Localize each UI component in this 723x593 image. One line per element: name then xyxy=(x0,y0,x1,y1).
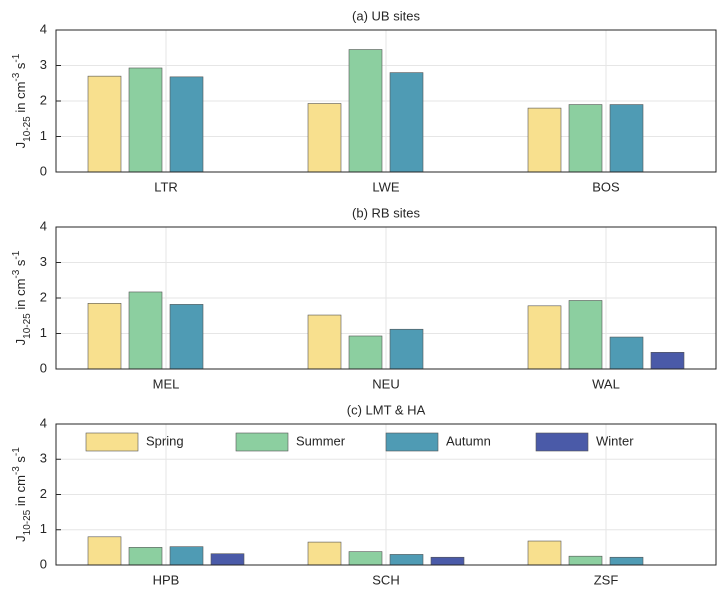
y-axis-label-part: s xyxy=(13,456,28,467)
y-axis-label-part: in cm xyxy=(13,279,28,314)
bar xyxy=(389,72,424,173)
y-axis-label-part: in cm xyxy=(13,82,28,117)
x-tick-label: LWE xyxy=(372,179,400,194)
bar xyxy=(609,104,644,173)
legend-swatch xyxy=(385,432,439,452)
y-axis-label-part: J xyxy=(13,339,28,346)
x-tick-label: LTR xyxy=(154,179,178,194)
y-axis-label: J10-25 in cm-3 s-1 xyxy=(11,250,33,345)
x-tick-label: NEU xyxy=(372,376,399,391)
axes-box xyxy=(55,29,717,173)
y-axis-label-part: 10-25 xyxy=(22,509,33,535)
y-tick-label: 0 xyxy=(40,163,47,178)
bar xyxy=(169,76,204,173)
bar xyxy=(128,67,163,173)
legend-label: Summer xyxy=(296,433,346,448)
y-tick-label: 2 xyxy=(40,486,47,501)
bar xyxy=(527,540,562,566)
y-tick-label: 3 xyxy=(40,254,47,269)
bar xyxy=(527,107,562,173)
bar xyxy=(568,104,603,173)
bar xyxy=(87,75,122,173)
bar xyxy=(609,336,644,370)
y-axis-label-part: s xyxy=(13,62,28,73)
y-axis-label-part: -1 xyxy=(11,250,22,259)
bar xyxy=(307,103,342,173)
x-tick-label: WAL xyxy=(592,376,620,391)
y-tick-label: 1 xyxy=(40,128,47,143)
y-tick-label: 0 xyxy=(40,360,47,375)
bar xyxy=(568,555,603,566)
y-tick-label: 4 xyxy=(40,415,47,430)
legend-swatch xyxy=(85,432,139,452)
axes-box xyxy=(55,226,717,370)
legend-label: Spring xyxy=(146,433,184,448)
bar xyxy=(568,300,603,370)
y-tick-label: 1 xyxy=(40,325,47,340)
legend-label: Winter xyxy=(596,433,634,448)
bar xyxy=(609,556,644,566)
bar xyxy=(348,551,383,566)
x-tick-label: MEL xyxy=(153,376,180,391)
y-axis-label-part: J xyxy=(13,142,28,149)
bar xyxy=(307,314,342,370)
bar xyxy=(389,554,424,566)
y-tick-label: 2 xyxy=(40,92,47,107)
bar xyxy=(210,553,245,566)
bar xyxy=(307,541,342,566)
axes-box xyxy=(55,423,717,566)
x-tick-label: ZSF xyxy=(594,572,619,587)
bar xyxy=(128,291,163,370)
bar xyxy=(650,352,685,370)
y-tick-label: 3 xyxy=(40,451,47,466)
y-tick-label: 2 xyxy=(40,289,47,304)
bar xyxy=(128,547,163,566)
y-tick-label: 4 xyxy=(40,218,47,233)
panel-title: (b) RB sites xyxy=(352,205,420,220)
bar xyxy=(87,303,122,370)
y-axis-label-part: -3 xyxy=(11,466,22,475)
x-tick-label: HPB xyxy=(153,572,180,587)
x-tick-label: BOS xyxy=(592,179,620,194)
y-tick-label: 3 xyxy=(40,57,47,72)
bar xyxy=(169,546,204,566)
y-axis-label-part: -3 xyxy=(11,72,22,81)
y-axis-label-part: -3 xyxy=(11,269,22,278)
y-axis-label-part: 10-25 xyxy=(22,313,33,339)
y-tick-label: 1 xyxy=(40,521,47,536)
y-axis-label-part: s xyxy=(13,259,28,270)
y-tick-label: 0 xyxy=(40,556,47,571)
y-axis-label: J10-25 in cm-3 s-1 xyxy=(11,447,33,542)
y-axis-label: J10-25 in cm-3 s-1 xyxy=(11,53,33,148)
bar xyxy=(169,304,204,370)
bar xyxy=(87,536,122,566)
y-axis-label-part: -1 xyxy=(11,53,22,62)
panel-title: (c) LMT & HA xyxy=(347,402,426,417)
y-tick-label: 4 xyxy=(40,21,47,36)
bar xyxy=(348,49,383,173)
bar xyxy=(389,328,424,370)
panel-title: (a) UB sites xyxy=(352,8,420,23)
y-axis-label-part: -1 xyxy=(11,447,22,456)
x-tick-label: SCH xyxy=(372,572,399,587)
legend-swatch xyxy=(535,432,589,452)
y-axis-label-part: in cm xyxy=(13,475,28,510)
bar xyxy=(527,305,562,370)
bar xyxy=(348,335,383,370)
y-axis-label-part: J xyxy=(13,535,28,542)
bar xyxy=(430,556,465,566)
y-axis-label-part: 10-25 xyxy=(22,116,33,142)
legend-swatch xyxy=(235,432,289,452)
legend-label: Autumn xyxy=(446,433,491,448)
